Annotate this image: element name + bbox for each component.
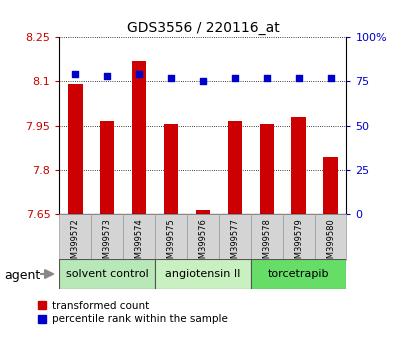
Bar xyxy=(123,214,155,260)
Bar xyxy=(282,214,314,260)
Point xyxy=(231,75,238,81)
Bar xyxy=(59,214,91,260)
Text: GSM399574: GSM399574 xyxy=(134,218,143,269)
Point xyxy=(135,72,142,77)
Bar xyxy=(250,259,346,289)
Bar xyxy=(323,157,337,214)
Text: GSM399576: GSM399576 xyxy=(198,218,207,269)
Text: GSM399580: GSM399580 xyxy=(325,218,334,269)
Bar xyxy=(259,124,273,214)
Point xyxy=(72,72,79,77)
Bar xyxy=(132,61,146,214)
Title: GDS3556 / 220116_at: GDS3556 / 220116_at xyxy=(126,21,279,35)
Point xyxy=(104,73,110,79)
Text: GSM399573: GSM399573 xyxy=(103,218,112,269)
Bar xyxy=(164,124,178,214)
Bar xyxy=(91,214,123,260)
Bar xyxy=(59,259,155,289)
Bar xyxy=(250,214,282,260)
Bar xyxy=(291,117,305,214)
Legend: transformed count, percentile rank within the sample: transformed count, percentile rank withi… xyxy=(38,301,227,325)
Text: agent: agent xyxy=(4,269,40,282)
Point xyxy=(326,75,333,81)
Bar xyxy=(100,121,114,214)
Bar xyxy=(218,214,250,260)
Text: angiotensin II: angiotensin II xyxy=(165,269,240,279)
Point xyxy=(199,79,206,84)
Text: solvent control: solvent control xyxy=(66,269,148,279)
Bar xyxy=(314,214,346,260)
Text: torcetrapib: torcetrapib xyxy=(267,269,328,279)
Bar xyxy=(227,121,241,214)
Point xyxy=(167,75,174,81)
Bar xyxy=(155,259,250,289)
Bar xyxy=(187,214,218,260)
Bar xyxy=(155,214,187,260)
Text: GSM399578: GSM399578 xyxy=(262,218,271,269)
Point xyxy=(294,75,301,81)
Text: GSM399572: GSM399572 xyxy=(71,218,80,269)
Text: GSM399577: GSM399577 xyxy=(230,218,239,269)
Text: GSM399579: GSM399579 xyxy=(293,218,302,269)
Bar xyxy=(68,84,82,214)
Text: GSM399575: GSM399575 xyxy=(166,218,175,269)
Point xyxy=(263,75,270,81)
Bar xyxy=(196,210,210,214)
